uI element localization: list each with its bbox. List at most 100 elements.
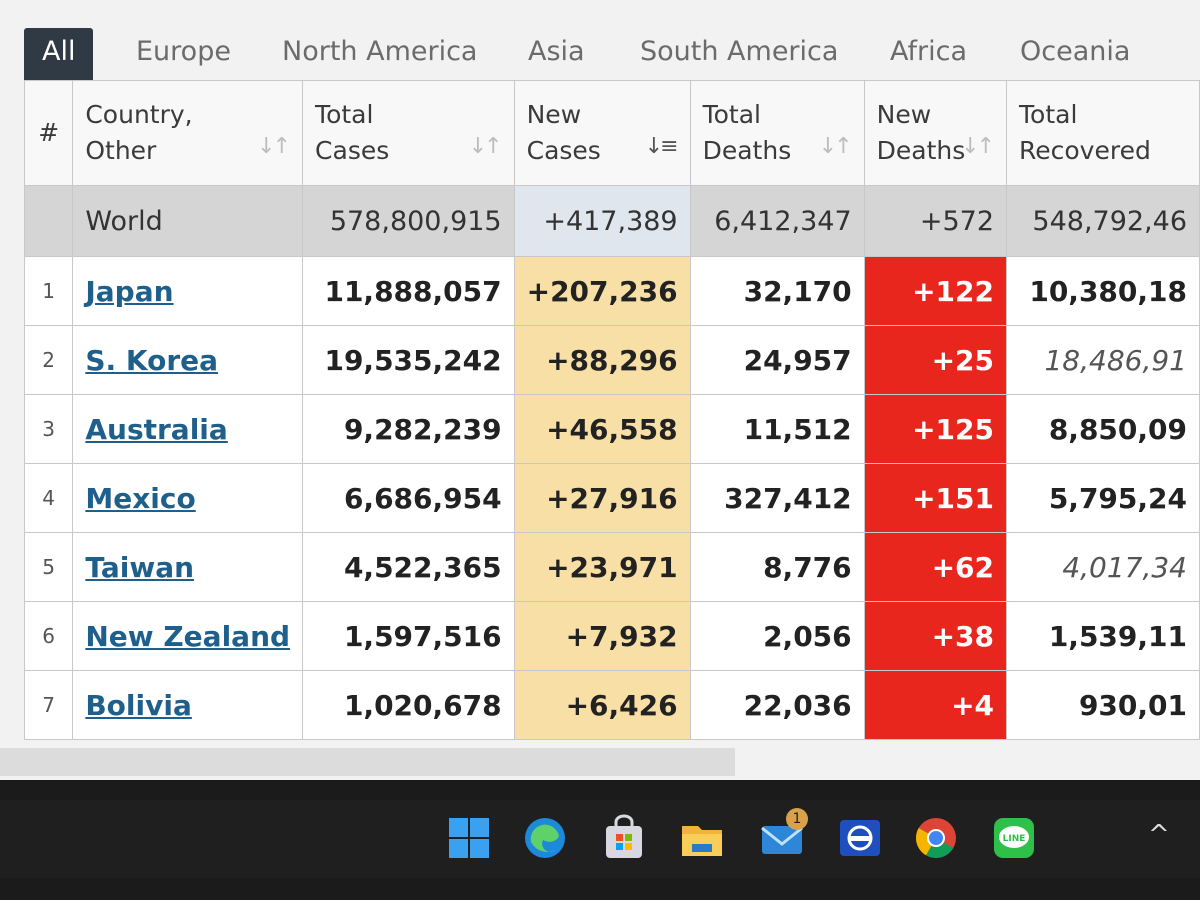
total-deaths-cell: 32,170 [689,256,865,326]
total-deaths-cell: 22,036 [689,670,865,740]
total-recovered-cell: 4,017,34 [1006,532,1200,602]
country-link[interactable]: Australia [85,412,228,446]
sort-icon[interactable]: ↓↑ [961,134,995,159]
column-header-label: Country, [85,100,193,129]
table-row: 2 S. Korea 19,535,242 +88,296 24,957 +25… [23,325,1200,395]
new-deaths-cell: +62 [863,532,1008,602]
new-cases-cell: +417,389 [513,185,691,257]
app-icon[interactable] [836,814,884,862]
tab-oceania[interactable]: Oceania [1020,36,1131,67]
total-recovered-cell: 930,01 [1006,670,1200,740]
rank-cell: 1 [23,256,74,326]
new-cases-cell: +7,932 [513,601,691,671]
tab-europe[interactable]: Europe [136,36,231,67]
covid-stats-table: # Country, Other ↓↑ Total Cases ↓↑ New C… [23,80,1200,740]
rank-cell: 4 [23,463,74,533]
column-header-label: Deaths [702,136,792,165]
tab-africa[interactable]: Africa [890,36,968,67]
column-header-new-deaths[interactable]: New Deaths ↓↑ [863,80,1008,186]
column-header-label: Total [315,100,374,129]
tray-caret-icon[interactable]: ^ [1148,820,1170,850]
column-header-label: New [526,100,582,129]
country-cell: Japan [72,256,304,326]
rank-cell [23,185,74,257]
total-deaths-cell: 8,776 [689,532,865,602]
new-deaths-cell: +38 [863,601,1008,671]
sort-icon[interactable]: ↓↑ [818,134,853,159]
table-row: 1 Japan 11,888,057 +207,236 32,170 +122 … [23,256,1200,326]
mail-icon[interactable]: 1 [758,808,808,862]
line-app-icon[interactable]: LINE [990,814,1038,862]
new-deaths-cell: +151 [863,463,1008,533]
world-total-row: World 578,800,915 +417,389 6,412,347 +57… [23,185,1200,257]
horizontal-scrollbar[interactable] [0,748,735,776]
country-link[interactable]: New Zealand [85,619,291,653]
new-cases-cell: +207,236 [513,256,691,326]
file-explorer-icon[interactable] [678,814,726,862]
country-link[interactable]: S. Korea [85,343,219,377]
notification-badge: 1 [786,808,808,830]
new-deaths-cell: +122 [863,256,1008,326]
country-link[interactable]: Bolivia [85,688,192,722]
rank-cell: 6 [23,601,74,671]
country-cell: New Zealand [72,601,304,671]
table-header-row: # Country, Other ↓↑ Total Cases ↓↑ New C… [23,80,1200,186]
tab-south-america[interactable]: South America [640,36,839,67]
column-header-new-cases[interactable]: New Cases ↓≡ [513,80,691,186]
new-cases-cell: +88,296 [513,325,691,395]
total-cases-cell: 578,800,915 [302,185,515,257]
region-tabs: All Europe North America Asia South Amer… [24,28,1200,80]
new-cases-cell: +46,558 [513,394,691,464]
sort-descending-icon[interactable]: ↓≡ [644,134,679,159]
new-deaths-cell: +4 [863,670,1008,740]
column-header-label: Total [702,100,761,129]
total-cases-cell: 9,282,239 [302,394,515,464]
new-deaths-cell: +25 [863,325,1008,395]
table-row: 6 New Zealand 1,597,516 +7,932 2,056 +38… [23,601,1200,671]
total-cases-cell: 19,535,242 [302,325,515,395]
column-header-label: # [38,118,60,147]
table-row: 5 Taiwan 4,522,365 +23,971 8,776 +62 4,0… [23,532,1200,602]
country-link[interactable]: Japan [85,274,174,308]
rank-cell: 7 [23,670,74,740]
new-cases-cell: +23,971 [513,532,691,602]
total-deaths-cell: 11,512 [689,394,865,464]
total-cases-cell: 6,686,954 [302,463,515,533]
total-cases-cell: 11,888,057 [302,256,515,326]
new-deaths-cell: +572 [863,185,1008,257]
country-link[interactable]: Mexico [85,481,196,515]
sort-icon[interactable]: ↓↑ [257,134,291,159]
column-header-label: Deaths [876,136,966,165]
column-header-country[interactable]: Country, Other ↓↑ [72,80,304,186]
new-deaths-cell: +125 [863,394,1008,464]
total-recovered-cell: 548,792,46 [1006,185,1200,257]
microsoft-store-icon[interactable] [600,814,648,862]
column-header-label: Recovered [1019,136,1151,165]
total-cases-cell: 4,522,365 [302,532,515,602]
table-row: 4 Mexico 6,686,954 +27,916 327,412 +151 … [23,463,1200,533]
column-header-total-recovered[interactable]: Total Recovered [1006,80,1200,186]
new-cases-cell: +6,426 [513,670,691,740]
country-cell: Australia [72,394,304,464]
column-header-total-deaths[interactable]: Total Deaths ↓↑ [689,80,865,186]
column-header-label: Cases [315,136,390,165]
sort-icon[interactable]: ↓↑ [468,134,503,159]
edge-browser-icon[interactable] [521,814,569,862]
table-row: 7 Bolivia 1,020,678 +6,426 22,036 +4 930… [23,670,1200,740]
total-recovered-cell: 8,850,09 [1006,394,1200,464]
total-deaths-cell: 6,412,347 [689,185,865,257]
chrome-icon[interactable] [912,814,960,862]
country-link[interactable]: Taiwan [85,550,195,584]
table-row: 3 Australia 9,282,239 +46,558 11,512 +12… [23,394,1200,464]
tab-north-america[interactable]: North America [282,36,478,67]
new-cases-cell: +27,916 [513,463,691,533]
total-recovered-cell: 18,486,91 [1006,325,1200,395]
total-recovered-cell: 1,539,11 [1006,601,1200,671]
column-header-total-cases[interactable]: Total Cases ↓↑ [302,80,515,186]
total-cases-cell: 1,020,678 [302,670,515,740]
column-header-rank[interactable]: # [23,80,74,186]
rank-cell: 5 [23,532,74,602]
windows-start-icon[interactable] [445,814,493,862]
tab-asia[interactable]: Asia [528,36,585,67]
tab-all[interactable]: All [24,28,94,80]
